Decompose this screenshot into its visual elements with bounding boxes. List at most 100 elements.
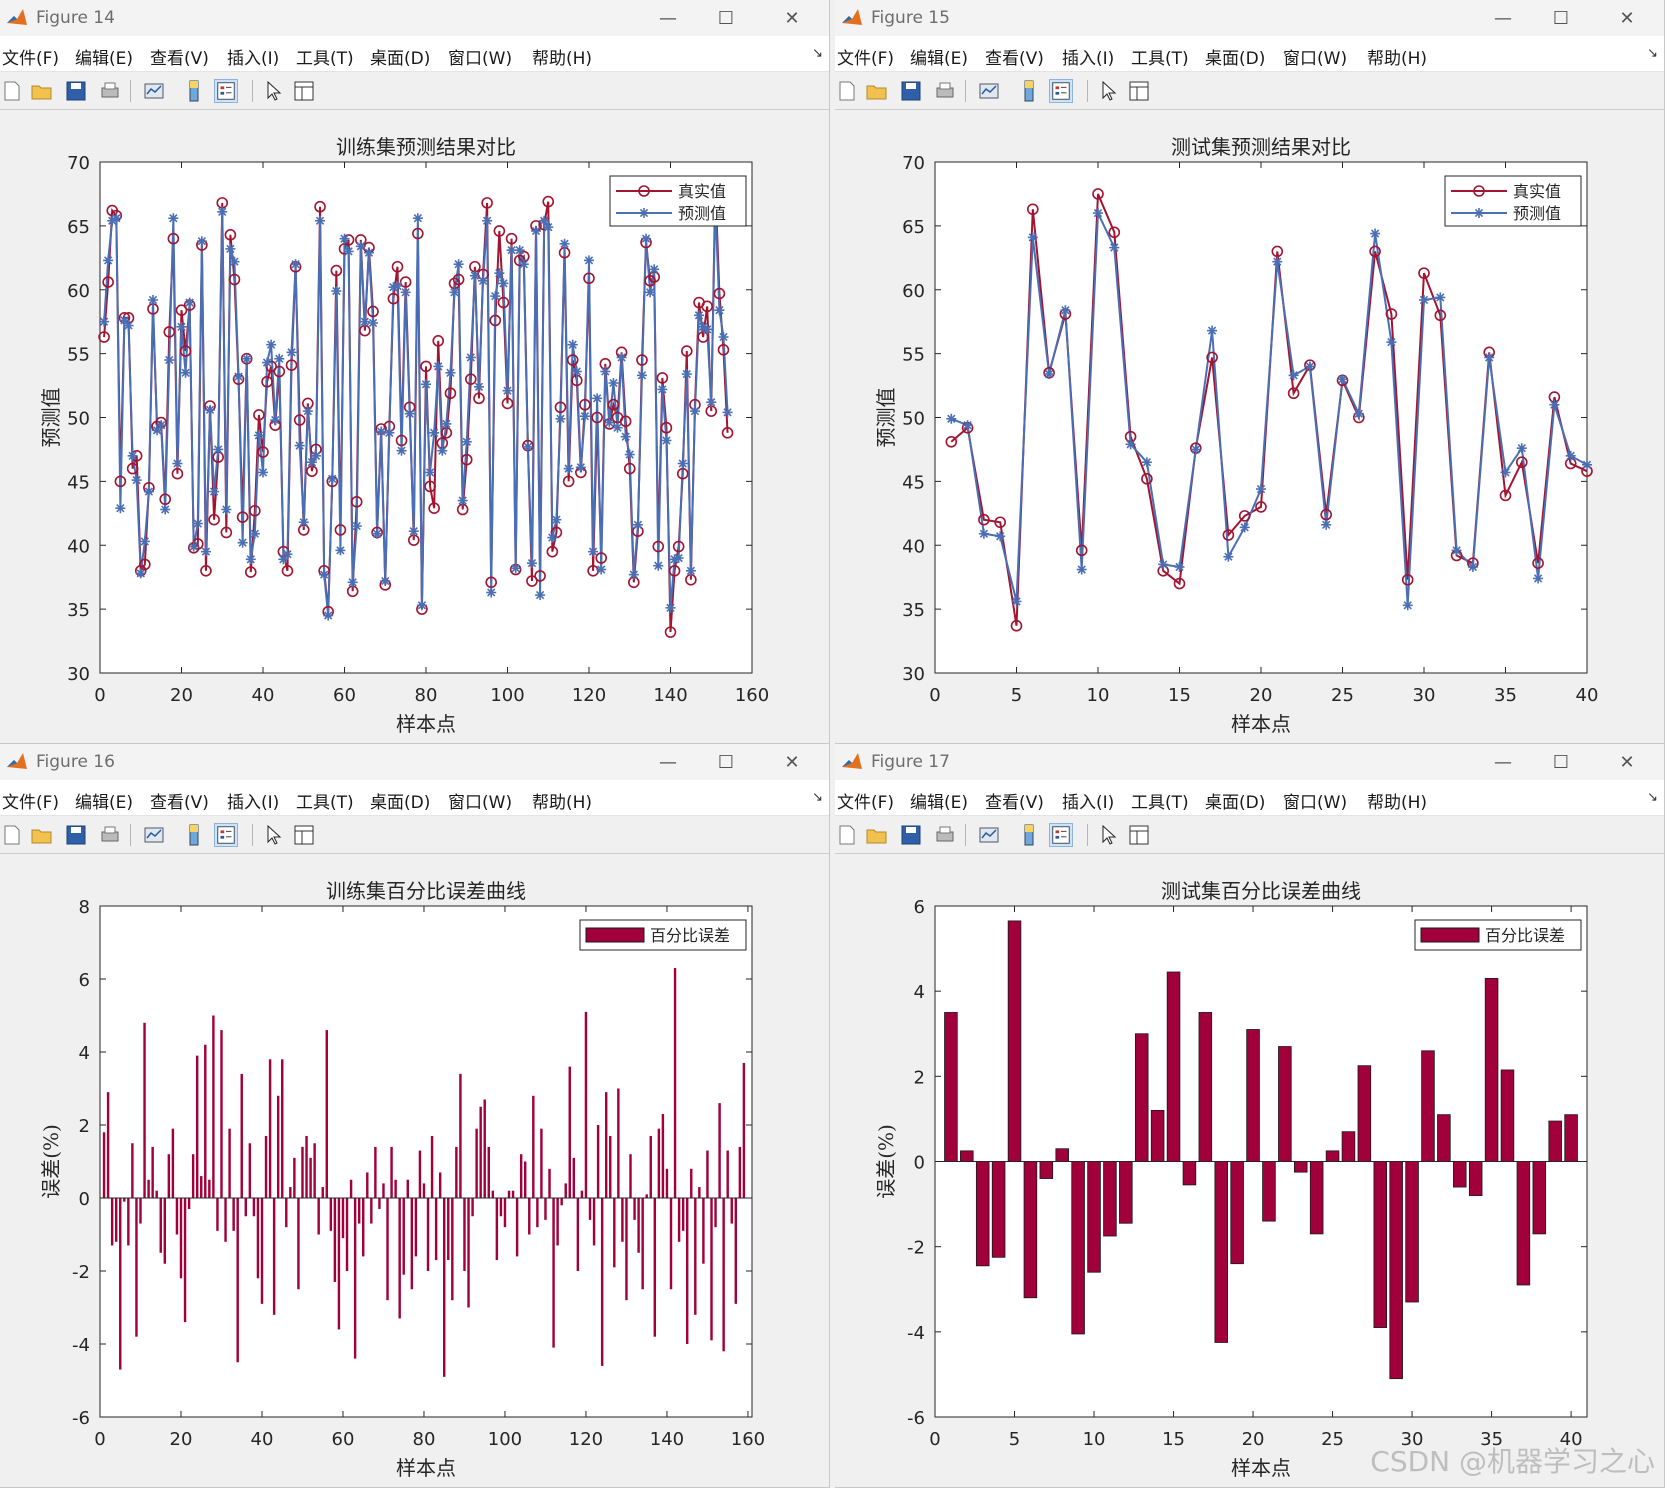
menu-item[interactable]: 插入(I) (227, 793, 280, 813)
new-file-icon[interactable] (0, 79, 24, 103)
menu-item[interactable]: 帮助(H) (532, 49, 593, 69)
print-icon[interactable] (98, 823, 122, 847)
menu-item[interactable]: 插入(I) (227, 49, 280, 69)
property-editor-icon[interactable] (1127, 79, 1151, 103)
legend-icon[interactable] (214, 823, 238, 847)
colorbar-icon[interactable] (1017, 823, 1041, 847)
close-button[interactable]: ✕ (1619, 751, 1635, 773)
menu-item[interactable]: 工具(T) (1131, 49, 1189, 69)
close-button[interactable]: ✕ (784, 7, 800, 29)
property-editor-icon[interactable] (292, 823, 316, 847)
menu-item[interactable]: 查看(V) (985, 49, 1044, 69)
menu-item[interactable]: 窗口(W) (1283, 793, 1348, 813)
menu-overflow-icon[interactable]: ↘ (812, 790, 823, 805)
maximize-button[interactable]: ☐ (717, 751, 735, 773)
new-file-icon[interactable] (0, 823, 24, 847)
edit-plot-arrow-icon[interactable] (1097, 79, 1121, 103)
menu-item[interactable]: 查看(V) (150, 793, 209, 813)
figure-canvas[interactable]: 0 5 10 15 20 25 30 35 40 30 35 40 45 50 55 60 65 70 测试集预测结… (835, 110, 1664, 743)
figure-canvas[interactable]: 0 20 40 60 80 100 120 140 160 30 35 40 45 50 55 60 65 70 训… (0, 110, 829, 743)
minimize-button[interactable]: — (1494, 751, 1512, 773)
legend-icon[interactable] (214, 79, 238, 103)
link-plot-icon[interactable] (142, 79, 166, 103)
open-folder-icon[interactable] (30, 79, 54, 103)
figure-canvas[interactable]: 0 5 10 15 20 25 30 35 40 -6 -4 -2 0 2 4 6 测试集百分比误差曲线 样本点 误… (835, 854, 1664, 1487)
menu-item[interactable]: 帮助(H) (1367, 49, 1428, 69)
menu-item[interactable]: 编辑(E) (910, 793, 969, 813)
menu-item[interactable]: 桌面(D) (1205, 49, 1266, 69)
title-bar[interactable]: Figure 14 — ☐ ✕ (0, 0, 829, 36)
close-button[interactable]: ✕ (784, 751, 800, 773)
menu-item[interactable]: 查看(V) (150, 49, 209, 69)
new-file-icon[interactable] (835, 79, 859, 103)
menu-item[interactable]: 查看(V) (985, 793, 1044, 813)
y-tick-label: 50 (902, 409, 925, 430)
title-bar[interactable]: Figure 16 — ☐ ✕ (0, 744, 829, 780)
minimize-button[interactable]: — (1494, 7, 1512, 29)
figure-canvas[interactable]: 0 20 40 60 80 100 120 140 160 -6 -4 -2 0 2 4 6 8 训练集百分比误差… (0, 854, 829, 1487)
link-plot-icon[interactable] (142, 823, 166, 847)
menu-item[interactable]: 工具(T) (296, 793, 354, 813)
y-tick-label: -2 (72, 1262, 90, 1283)
open-folder-icon[interactable] (30, 823, 54, 847)
true-point (200, 564, 212, 577)
close-button[interactable]: ✕ (1619, 7, 1635, 29)
colorbar-icon[interactable] (1017, 79, 1041, 103)
error-bar (402, 1198, 405, 1275)
print-icon[interactable] (98, 79, 122, 103)
maximize-button[interactable]: ☐ (1552, 751, 1570, 773)
legend[interactable]: 百分比误差 (1414, 919, 1582, 951)
property-editor-icon[interactable] (1127, 823, 1151, 847)
colorbar-icon[interactable] (182, 79, 206, 103)
menu-item[interactable]: 窗口(W) (1283, 49, 1348, 69)
menu-item[interactable]: 帮助(H) (532, 793, 593, 813)
menu-item[interactable]: 工具(T) (1131, 793, 1189, 813)
minimize-button[interactable]: — (659, 7, 677, 29)
menu-item[interactable]: 文件(F) (837, 49, 895, 69)
menu-item[interactable]: 插入(I) (1062, 49, 1115, 69)
menu-item[interactable]: 工具(T) (296, 49, 354, 69)
menu-item[interactable]: 插入(I) (1062, 793, 1115, 813)
edit-plot-arrow-icon[interactable] (1097, 823, 1121, 847)
menu-item[interactable]: 文件(F) (2, 793, 60, 813)
title-bar[interactable]: Figure 15 — ☐ ✕ (835, 0, 1664, 36)
edit-plot-arrow-icon[interactable] (262, 823, 286, 847)
edit-plot-arrow-icon[interactable] (262, 79, 286, 103)
maximize-button[interactable]: ☐ (717, 7, 735, 29)
save-icon[interactable] (64, 79, 88, 103)
open-folder-icon[interactable] (865, 823, 889, 847)
new-file-icon[interactable] (835, 823, 859, 847)
link-plot-icon[interactable] (977, 823, 1001, 847)
legend[interactable]: 百分比误差 (579, 919, 747, 951)
print-icon[interactable] (933, 823, 957, 847)
menu-item[interactable]: 桌面(D) (1205, 793, 1266, 813)
maximize-button[interactable]: ☐ (1552, 7, 1570, 29)
save-icon[interactable] (64, 823, 88, 847)
save-icon[interactable] (899, 79, 923, 103)
legend-icon[interactable] (1049, 823, 1073, 847)
menu-item[interactable]: 文件(F) (2, 49, 60, 69)
menu-item[interactable]: 窗口(W) (448, 793, 513, 813)
menu-item[interactable]: 帮助(H) (1367, 793, 1428, 813)
menu-overflow-icon[interactable]: ↘ (812, 46, 823, 61)
title-bar[interactable]: Figure 17 — ☐ ✕ (835, 744, 1664, 780)
menu-item[interactable]: 窗口(W) (448, 49, 513, 69)
print-icon[interactable] (933, 79, 957, 103)
menu-item[interactable]: 文件(F) (837, 793, 895, 813)
save-icon[interactable] (899, 823, 923, 847)
property-editor-icon[interactable] (292, 79, 316, 103)
menu-item[interactable]: 桌面(D) (370, 49, 431, 69)
menu-overflow-icon[interactable]: ↘ (1647, 790, 1658, 805)
link-plot-icon[interactable] (977, 79, 1001, 103)
minimize-button[interactable]: — (659, 751, 677, 773)
menu-overflow-icon[interactable]: ↘ (1647, 46, 1658, 61)
menu-item[interactable]: 编辑(E) (910, 49, 969, 69)
legend-icon[interactable] (1049, 79, 1073, 103)
menu-item[interactable]: 编辑(E) (75, 793, 134, 813)
open-folder-icon[interactable] (865, 79, 889, 103)
menu-item[interactable]: 桌面(D) (370, 793, 431, 813)
menu-item[interactable]: 编辑(E) (75, 49, 134, 69)
colorbar-icon[interactable] (182, 823, 206, 847)
